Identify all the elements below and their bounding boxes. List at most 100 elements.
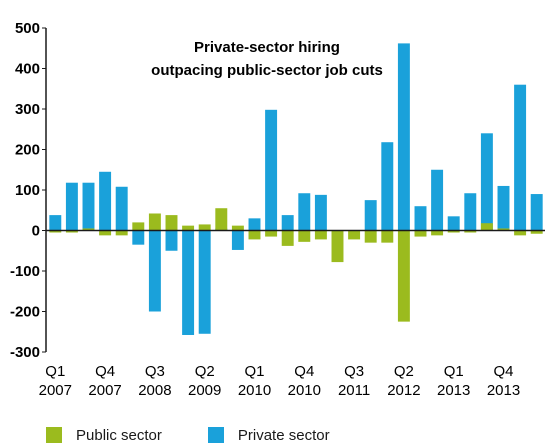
y-tick-label: 500 xyxy=(15,20,40,37)
bar-public-sector xyxy=(99,230,112,236)
bar-public-sector xyxy=(215,208,228,231)
bar-private-sector xyxy=(314,194,327,231)
x-tick-year: 2010 xyxy=(288,382,321,399)
x-tick-quarter: Q1 xyxy=(444,363,464,380)
bar-private-sector xyxy=(148,230,161,312)
bar-private-sector xyxy=(514,84,527,231)
x-tick-year: 2007 xyxy=(39,382,72,399)
x-tick-quarter: Q4 xyxy=(493,363,513,380)
chart: -300 -200 -100 0 100 200 300 400 500 Q1 2007 Q4 200… xyxy=(10,20,545,399)
y-tick-label: -200 xyxy=(10,304,40,321)
bar-public-sector xyxy=(165,215,178,231)
bar-private-sector xyxy=(65,182,78,231)
bar-private-sector xyxy=(414,206,427,231)
bar-private-sector xyxy=(115,186,128,231)
bar-private-sector xyxy=(298,193,311,231)
legend-label-private: Private sector xyxy=(237,426,330,444)
bar-private-sector xyxy=(165,230,178,251)
bar-public-sector xyxy=(198,224,211,231)
x-tick-year: 2012 xyxy=(387,382,420,399)
x-tick-quarter: Q3 xyxy=(344,363,364,380)
x-tick-year: 2007 xyxy=(88,382,121,399)
bar-public-sector xyxy=(514,230,527,236)
x-tick-year: 2008 xyxy=(138,382,171,399)
bar-public-sector xyxy=(182,225,195,231)
bar-public-sector xyxy=(65,230,78,233)
bar-private-sector xyxy=(381,142,394,231)
bar-private-sector xyxy=(132,230,145,245)
bar-private-sector xyxy=(480,133,493,231)
bar-private-sector xyxy=(198,230,211,334)
chart-title: Private-sector hiring outpacing public-se… xyxy=(151,39,383,79)
legend-item-public: Public sector xyxy=(46,427,162,444)
bar-private-sector xyxy=(464,193,477,231)
bar-private-sector xyxy=(182,230,195,335)
bar-private-sector xyxy=(530,194,543,231)
bar-public-sector xyxy=(248,230,261,240)
bar-public-sector xyxy=(265,230,278,237)
bar-public-sector xyxy=(530,230,543,234)
x-tick-year: 2013 xyxy=(487,382,520,399)
legend-item-private: Private sector xyxy=(207,426,330,444)
bar-public-sector xyxy=(414,230,427,237)
bar-public-sector xyxy=(331,230,344,263)
bar-public-sector xyxy=(132,222,145,231)
bar-public-sector xyxy=(49,230,62,233)
y-tick-label: 300 xyxy=(15,101,40,118)
bar-public-sector xyxy=(381,230,394,243)
bar-private-sector xyxy=(364,200,377,231)
bar-public-sector xyxy=(231,225,244,231)
bar-private-sector xyxy=(397,43,410,231)
y-tick-label: -300 xyxy=(10,344,40,361)
x-tick-quarter: Q1 xyxy=(244,363,264,380)
bar-public-sector xyxy=(464,230,477,233)
bar-private-sector xyxy=(49,215,62,231)
bar-public-sector xyxy=(314,230,327,240)
bar-private-sector xyxy=(265,109,278,231)
y-tick-label: 100 xyxy=(15,182,40,199)
bar-public-sector xyxy=(397,230,410,322)
bar-private-sector xyxy=(497,185,510,231)
x-tick-year: 2011 xyxy=(338,382,370,399)
legend-swatch-public xyxy=(46,427,62,443)
bar-private-sector xyxy=(431,169,444,231)
y-tick-label: 0 xyxy=(32,223,40,240)
chart-title-line: outpacing public-sector job cuts xyxy=(151,62,383,79)
y-tick-label: -100 xyxy=(10,263,40,280)
bar-private-sector xyxy=(99,171,112,231)
x-axis-ticks: Q1 2007 Q4 2007 Q3 2008 Q2 2009 Q1 2010 Q4 2010 Q3 20… xyxy=(39,363,521,399)
bar-private-sector xyxy=(82,182,95,231)
bar-public-sector xyxy=(364,230,377,243)
y-tick-label: 400 xyxy=(15,61,40,78)
legend-label-public: Public sector xyxy=(76,426,162,444)
bar-public-sector xyxy=(431,230,444,236)
x-tick-quarter: Q4 xyxy=(95,363,115,380)
x-tick-quarter: Q2 xyxy=(195,363,215,380)
bar-public-sector xyxy=(115,230,128,236)
bar-private-sector xyxy=(281,215,294,231)
x-tick-quarter: Q4 xyxy=(294,363,314,380)
legend: Public sector Private sector xyxy=(46,426,376,444)
x-tick-quarter: Q3 xyxy=(145,363,165,380)
bar-public-sector xyxy=(447,230,460,233)
chart-title-line: Private-sector hiring xyxy=(194,39,340,56)
y-axis-ticks: -300 -200 -100 0 100 200 300 400 500 xyxy=(10,20,46,361)
x-tick-quarter: Q2 xyxy=(394,363,414,380)
bar-private-sector xyxy=(231,230,244,250)
bar-private-sector xyxy=(447,216,460,231)
bar-public-sector xyxy=(148,213,161,231)
bar-private-sector xyxy=(248,218,261,231)
bar-public-sector xyxy=(480,223,493,231)
y-tick-label: 200 xyxy=(15,142,40,159)
bar-public-sector xyxy=(298,230,311,242)
x-tick-quarter: Q1 xyxy=(45,363,65,380)
x-tick-year: 2009 xyxy=(188,382,221,399)
bar-public-sector xyxy=(348,230,361,240)
bars xyxy=(49,43,543,335)
bar-public-sector xyxy=(497,228,510,231)
legend-swatch-private xyxy=(207,427,224,443)
x-tick-year: 2010 xyxy=(238,382,271,399)
x-tick-year: 2013 xyxy=(437,382,470,399)
bar-public-sector xyxy=(281,230,294,246)
bar-public-sector xyxy=(82,228,95,231)
